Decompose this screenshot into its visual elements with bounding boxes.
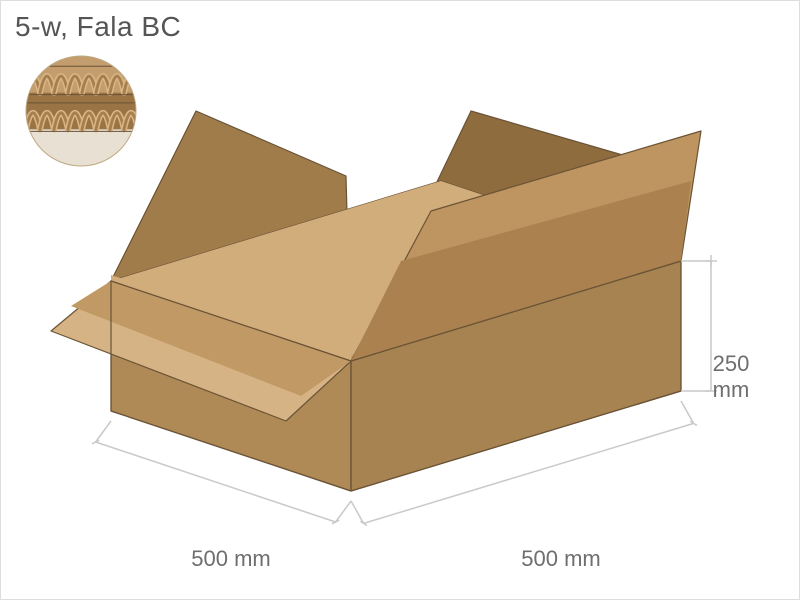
dim-depth-label: 500 mm [191,546,270,572]
dim-height-unit: mm [713,377,750,403]
box-illustration [1,1,800,600]
dim-height-value: 250 [713,351,750,377]
diagram-stage: 5-w, Fala BC 500 mm 500 mm 250 mm [0,0,800,600]
dim-width-label: 500 mm [521,546,600,572]
